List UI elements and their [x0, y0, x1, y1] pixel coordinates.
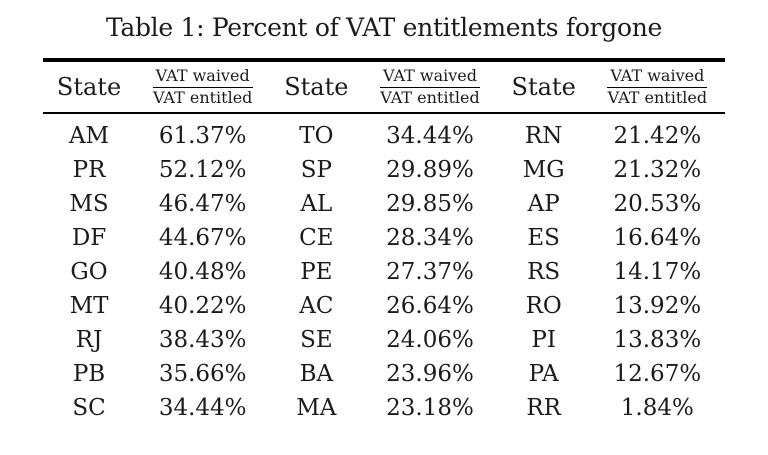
state-cell: CE — [299, 225, 334, 251]
table-row: AM 61.37% TO 34.44% RN 21.42% — [43, 113, 725, 153]
state-cell: SP — [300, 157, 332, 183]
table-header: State VAT waived VAT entitled State VAT … — [43, 60, 725, 114]
value-cell: 28.34% — [386, 225, 474, 251]
document-page: Table 1: Percent of VAT entitlements for… — [43, 13, 725, 425]
table-body: AM 61.37% TO 34.44% RN 21.42% PR 52.12% … — [43, 113, 725, 425]
value-cell: 61.37% — [158, 123, 247, 149]
value-cell: 27.37% — [386, 259, 474, 285]
value-cell: 12.67% — [613, 361, 702, 387]
ratio-fraction: VAT waived VAT entitled — [379, 66, 480, 108]
state-cell: BA — [299, 361, 334, 387]
ratio-numerator: VAT waived — [607, 66, 708, 88]
state-cell: AP — [527, 191, 560, 217]
state-cell: GO — [70, 259, 108, 285]
value-cell: 21.32% — [613, 157, 702, 183]
ratio-fraction: VAT waived VAT entitled — [152, 66, 253, 108]
value-cell: 21.42% — [613, 123, 702, 149]
state-cell: AM — [68, 123, 110, 149]
table-row: MS 46.47% AL 29.85% AP 20.53% — [43, 187, 725, 221]
header-ratio-2: VAT waived VAT entitled — [362, 60, 498, 114]
state-cell: MT — [69, 293, 109, 319]
ratio-denominator: VAT entitled — [607, 87, 708, 107]
value-cell: 14.17% — [613, 259, 702, 285]
table-row: RJ 38.43% SE 24.06% PI 13.83% — [43, 323, 725, 357]
state-cell: PA — [528, 361, 559, 387]
ratio-numerator: VAT waived — [152, 66, 253, 88]
value-cell: 34.44% — [158, 395, 247, 421]
table-row: MT 40.22% AC 26.64% RO 13.92% — [43, 289, 725, 323]
table-row: SC 34.44% MA 23.18% RR 1.84% — [43, 391, 725, 425]
state-cell: RO — [525, 293, 562, 319]
header-state-1: State — [43, 60, 136, 114]
ratio-fraction: VAT waived VAT entitled — [607, 66, 708, 108]
value-cell: 29.85% — [386, 191, 474, 217]
state-cell: AC — [299, 293, 334, 319]
value-cell: 24.06% — [386, 327, 474, 353]
value-cell: 40.48% — [158, 259, 247, 285]
state-cell: PI — [531, 327, 556, 353]
value-cell: 26.64% — [386, 293, 474, 319]
table-row: DF 44.67% CE 28.34% ES 16.64% — [43, 221, 725, 255]
state-cell: AL — [300, 191, 333, 217]
state-cell: PE — [300, 259, 333, 285]
table-row: PB 35.66% BA 23.96% PA 12.67% — [43, 357, 725, 391]
value-cell: 38.43% — [158, 327, 247, 353]
header-ratio-1: VAT waived VAT entitled — [135, 60, 271, 114]
state-cell: MG — [522, 157, 565, 183]
state-cell: RN — [524, 123, 563, 149]
state-cell: RS — [527, 259, 561, 285]
state-cell: TO — [299, 123, 334, 149]
header-state-2: State — [270, 60, 363, 114]
value-cell: 46.47% — [158, 191, 247, 217]
table-row: PR 52.12% SP 29.89% MG 21.32% — [43, 153, 725, 187]
state-cell: RR — [526, 395, 561, 421]
value-cell: 52.12% — [158, 157, 247, 183]
state-cell: MS — [69, 191, 109, 217]
value-cell: 44.67% — [158, 225, 247, 251]
value-cell: 23.96% — [386, 361, 474, 387]
state-cell: RJ — [75, 327, 103, 353]
value-cell: 35.66% — [158, 361, 247, 387]
value-cell: 29.89% — [386, 157, 474, 183]
vat-table: State VAT waived VAT entitled State VAT … — [43, 58, 725, 425]
value-cell: 16.64% — [613, 225, 702, 251]
state-cell: DF — [71, 225, 107, 251]
ratio-denominator: VAT entitled — [152, 87, 253, 107]
state-cell: MA — [296, 395, 337, 421]
header-ratio-3: VAT waived VAT entitled — [589, 60, 725, 114]
state-cell: ES — [527, 225, 560, 251]
header-state-3: State — [497, 60, 590, 114]
value-cell: 13.83% — [613, 327, 702, 353]
value-cell: 20.53% — [613, 191, 702, 217]
value-cell: 34.44% — [386, 123, 474, 149]
state-cell: SC — [72, 395, 106, 421]
value-cell: 1.84% — [620, 395, 694, 421]
ratio-denominator: VAT entitled — [380, 87, 480, 107]
state-cell: PR — [72, 157, 106, 183]
ratio-numerator: VAT waived — [379, 66, 480, 88]
state-cell: PB — [72, 361, 106, 387]
state-cell: SE — [300, 327, 333, 353]
table-row: GO 40.48% PE 27.37% RS 14.17% — [43, 255, 725, 289]
value-cell: 40.22% — [158, 293, 247, 319]
table-caption: Table 1: Percent of VAT entitlements for… — [105, 13, 663, 42]
value-cell: 23.18% — [386, 395, 474, 421]
header-row: State VAT waived VAT entitled State VAT … — [43, 60, 725, 114]
value-cell: 13.92% — [613, 293, 702, 319]
